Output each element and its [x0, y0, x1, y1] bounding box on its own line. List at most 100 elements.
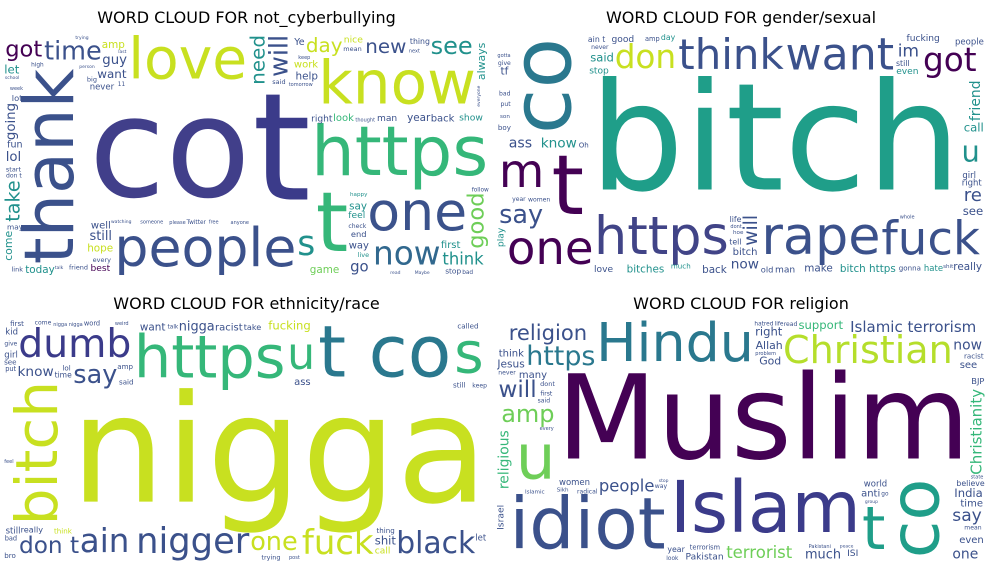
word-bad: bad — [462, 270, 473, 275]
word-black: black — [396, 526, 476, 561]
word-will: will — [741, 215, 762, 246]
word-m: m — [499, 144, 544, 198]
word-read: read — [390, 270, 400, 275]
word-know: know — [541, 135, 577, 151]
word-amp: amp — [117, 362, 133, 371]
word-every: every — [540, 426, 554, 432]
word-people: people — [114, 216, 296, 275]
word-link: link — [12, 265, 24, 273]
word-thing: thing — [377, 526, 395, 535]
word-isi: ISI — [847, 548, 858, 559]
word-don-t: don t — [6, 172, 22, 179]
word-s: s — [297, 224, 315, 264]
word-t: t — [252, 62, 311, 236]
word-now: now — [953, 338, 982, 354]
word-tell: tell — [729, 238, 741, 247]
word-time: time — [55, 371, 72, 380]
word-u: u — [287, 329, 315, 380]
chart-title: WORD CLOUD FOR gender/sexual — [605, 8, 877, 27]
word-terrorism: terrorism — [690, 544, 720, 552]
word-religious: religious — [497, 430, 512, 489]
word-islamic: Islamic — [525, 490, 545, 496]
word-good: good — [612, 35, 635, 45]
word-got: got — [5, 37, 42, 63]
word-allah: Allah — [756, 339, 783, 352]
word-year: year — [667, 545, 685, 554]
word-work: work — [294, 60, 318, 71]
wordcloud-panel-1: WORD CLOUD FOR not_cyberbullying t co https… — [4, 6, 489, 275]
word-still: still — [896, 59, 910, 68]
word-think: think — [442, 250, 484, 269]
word-best: best — [91, 264, 111, 274]
word-muslim: Muslim — [557, 352, 970, 487]
word-sikh: Sikh — [557, 487, 569, 493]
word-say: say — [73, 360, 117, 390]
word-https: https — [134, 323, 286, 392]
word-going: going — [4, 103, 19, 140]
word-right: right — [311, 115, 333, 125]
word-many: many — [519, 370, 547, 381]
word-want: want — [786, 34, 895, 80]
word-kid: kid — [5, 327, 18, 337]
word-never: never — [498, 369, 516, 376]
word-idiot: idiot — [510, 483, 666, 562]
word-call: call — [375, 547, 391, 557]
word-time: time — [960, 498, 983, 509]
word-maybe: Maybe — [415, 270, 430, 275]
word-free: free — [209, 220, 219, 226]
word-11: 11 — [118, 82, 126, 88]
wordcloud-canvas: Muslim Islam idiot Hindu co Christian u t https a… — [497, 320, 985, 561]
word-boy: boy — [498, 123, 511, 132]
word-go: go — [350, 257, 369, 275]
word-back: back — [702, 264, 727, 275]
word-world: world — [864, 480, 887, 490]
word-still: still — [453, 380, 465, 389]
word-israel: Israel — [497, 505, 507, 530]
word-feel: feel — [4, 459, 13, 465]
word-now: now — [373, 235, 440, 273]
word-ye: Ye — [293, 37, 305, 48]
word-islamic-terrorism: Islamic terrorism — [850, 320, 976, 336]
word-india: India — [954, 486, 982, 500]
word-don: don — [615, 38, 676, 76]
word-lol: lol — [6, 150, 22, 165]
word-one: one — [250, 527, 297, 557]
word-look: look — [333, 113, 354, 124]
word-see: see — [963, 204, 983, 218]
word-bad: bad — [499, 91, 511, 98]
word-give: give — [498, 60, 511, 67]
word-said: said — [119, 378, 134, 387]
word-lot: lot — [12, 93, 23, 103]
word-see: see — [4, 357, 16, 366]
word-religion: religion — [509, 320, 587, 345]
word-said: said — [272, 78, 285, 86]
word-everyone: everyone — [476, 85, 482, 106]
word-got: got — [923, 41, 977, 79]
word-put: put — [5, 365, 16, 373]
word-still: still — [90, 229, 113, 244]
wordcloud-canvas: nigga https t co dumb nigger bitch fuck ain blac… — [4, 320, 489, 561]
word-fun: fun — [7, 140, 22, 151]
word-day: day — [661, 34, 676, 42]
word-please: please — [169, 220, 185, 226]
word-believe: believe — [956, 479, 984, 488]
word-shit: shit — [943, 264, 954, 270]
word-fuck: fuck — [881, 212, 980, 266]
word-right: right — [755, 325, 783, 339]
word-well: well — [91, 220, 111, 231]
word-people: people — [599, 477, 655, 496]
word-say: say — [952, 506, 982, 526]
word-even: even — [959, 535, 984, 546]
word-friend: friend — [968, 80, 984, 121]
word-hoe: hoe — [733, 230, 744, 236]
word-guy: guy — [102, 53, 127, 68]
word-nigger: nigger — [136, 521, 250, 561]
word-year: year — [407, 112, 431, 124]
word-t: t — [862, 495, 885, 561]
word-anti: anti — [861, 489, 880, 500]
word-say: say — [349, 200, 367, 212]
word-put: put — [501, 101, 512, 108]
word-racist: racist — [215, 322, 243, 333]
word-word: word — [84, 320, 100, 327]
